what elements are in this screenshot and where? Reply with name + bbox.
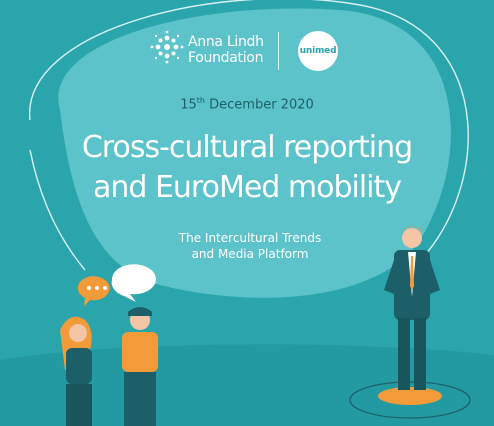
- event-title: Cross-cultural reporting and EuroMed mob…: [0, 128, 494, 208]
- event-date: 15th December 2020: [0, 96, 494, 112]
- subtitle-line-2: and Media Platform: [191, 247, 309, 261]
- bubble-outline-lower: [29, 149, 86, 271]
- logo-line-2: Foundation: [188, 50, 264, 66]
- speech-bubble-icon: [77, 276, 110, 306]
- logo-divider: [278, 32, 279, 70]
- logo-line-1: Anna Lindh: [188, 34, 264, 50]
- platform-disc: [378, 387, 442, 405]
- date-suffix: th: [196, 96, 205, 105]
- subtitle-line-1: The Intercultural Trends: [178, 231, 322, 245]
- chat-bubble-icon: [111, 264, 156, 302]
- title-line-1: Cross-cultural reporting: [81, 130, 413, 165]
- title-line-2: and EuroMed mobility: [92, 170, 402, 205]
- unimed-logo-text: unimed: [299, 46, 337, 56]
- bubble-outline: [29, 0, 469, 271]
- anna-lindh-logo-icon: [150, 30, 184, 64]
- event-subtitle: The Intercultural Trends and Media Platf…: [150, 230, 350, 262]
- date-day: 15: [180, 97, 197, 113]
- date-rest: December 2020: [205, 97, 314, 113]
- anna-lindh-logo-text: Anna Lindh Foundation: [188, 34, 264, 66]
- large-bubble-shape: [58, 8, 451, 298]
- header-logos: Anna Lindh Foundation unimed: [150, 30, 350, 74]
- man-figure-left: [122, 307, 158, 426]
- woman-figure: [60, 316, 92, 426]
- businessman-figure: [384, 226, 440, 390]
- unimed-logo: unimed: [298, 31, 338, 71]
